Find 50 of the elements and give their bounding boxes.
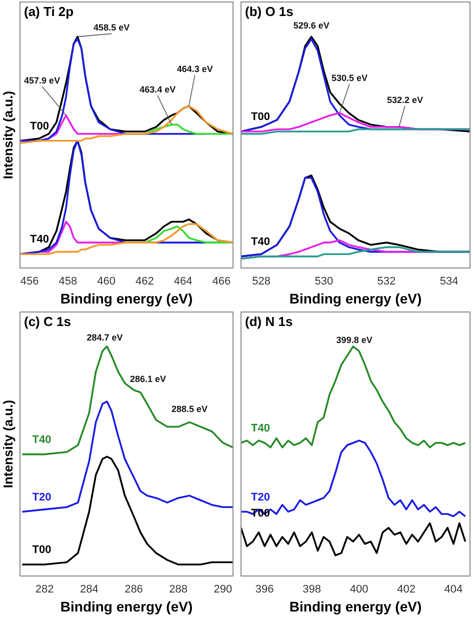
annotation: 463.4 eV xyxy=(140,84,176,95)
series-label: T00 xyxy=(251,111,270,124)
x-tick-label: 400 xyxy=(350,584,368,596)
x-tick-label: 284 xyxy=(80,584,98,596)
x-tick-label: 282 xyxy=(35,584,54,596)
series-label: T20 xyxy=(251,491,270,504)
annotation: 286.1 eV xyxy=(130,374,166,384)
x-tick-label: 530 xyxy=(314,276,334,288)
x-tick-label: 458 xyxy=(58,276,78,288)
y-axis-title: Intensity (a.u.) xyxy=(0,400,16,488)
x-tick-label: 532 xyxy=(377,276,396,288)
x-tick-label: 528 xyxy=(252,276,271,288)
x-axis-title: Binding energy (eV) xyxy=(60,598,193,614)
x-tick-label: 290 xyxy=(214,584,232,596)
chart-title: (d) N 1s xyxy=(245,314,293,330)
x-axis-title: Binding energy (eV) xyxy=(60,290,193,306)
y-axis-title: Intensity (a.u.) xyxy=(0,90,16,180)
annotation: 288.5 eV xyxy=(171,404,208,414)
annotation: 399.8 eV xyxy=(336,335,372,346)
series-label: T00 xyxy=(32,544,52,556)
annotation: 529.6 eV xyxy=(293,20,330,31)
x-tick-label: 404 xyxy=(444,584,463,596)
chart-title: (a) Ti 2p xyxy=(24,4,74,20)
x-axis-title: Binding energy (eV) xyxy=(289,598,422,614)
series-label: T40 xyxy=(32,434,52,446)
x-tick-label: 398 xyxy=(302,584,322,596)
x-tick-label: 466 xyxy=(212,276,231,288)
x-tick-label: 288 xyxy=(169,584,188,596)
annotation: 457.9 eV xyxy=(24,75,60,86)
series-label: T20 xyxy=(32,491,52,504)
x-tick-label: 534 xyxy=(440,276,458,288)
x-tick-label: 286 xyxy=(124,584,143,596)
annotation: 530.5 eV xyxy=(332,73,368,84)
annotation: 284.7 eV xyxy=(86,332,123,343)
chart-title: (c) C 1s xyxy=(24,314,71,330)
x-tick-label: 462 xyxy=(136,276,154,288)
series-label: T40 xyxy=(251,422,270,434)
x-axis-title: Binding energy (eV) xyxy=(289,290,422,306)
series-label: T40 xyxy=(251,236,270,248)
series-label: T00 xyxy=(30,120,49,132)
annotation: 532.2 eV xyxy=(386,94,423,105)
chart-title: (b) O 1s xyxy=(245,4,294,20)
x-tick-label: 456 xyxy=(20,276,39,288)
x-tick-label: 396 xyxy=(255,584,274,596)
annotation: 464.3 eV xyxy=(176,64,213,74)
x-tick-label: 460 xyxy=(97,276,116,288)
x-tick-label: 402 xyxy=(397,584,416,596)
annotation: 458.5 eV xyxy=(94,22,130,33)
x-tick-label: 464 xyxy=(174,276,192,288)
series-label: T40 xyxy=(30,234,49,246)
